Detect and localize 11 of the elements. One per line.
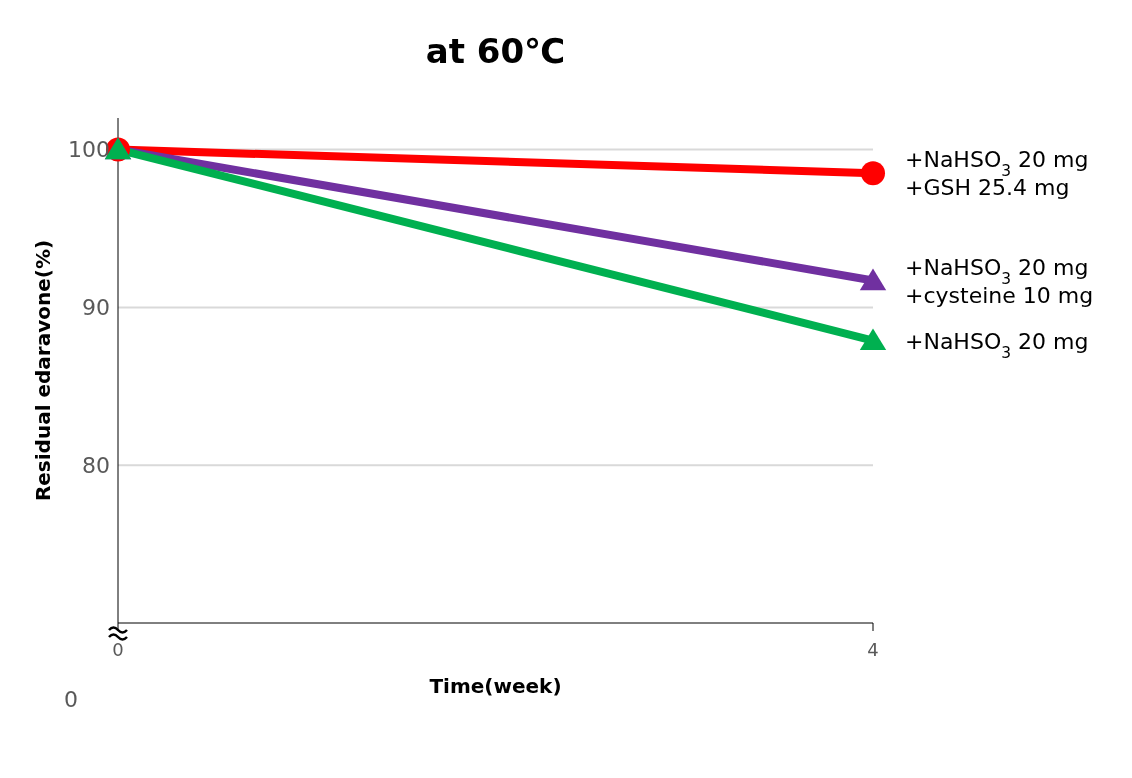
x-tick-label: 4 bbox=[867, 638, 879, 660]
point bbox=[861, 161, 885, 186]
x-axis-title: Time(week) bbox=[429, 674, 562, 698]
series-label: +NaHSO$_{3}$ 20 mg +GSH 25.4 mg bbox=[905, 147, 1089, 201]
y-tick-label: 90 bbox=[82, 295, 110, 321]
y-axis-title: Residual edaravone(%) bbox=[31, 239, 56, 502]
text: 0 bbox=[64, 687, 78, 712]
y-tick-label: 80 bbox=[82, 453, 110, 478]
series-label: +NaHSO$_{3}$ 20 mg bbox=[905, 328, 1089, 362]
chart-title: at 60℃ bbox=[425, 31, 566, 71]
series-label: +NaHSO$_{3}$ 20 mg +cysteine 10 mg bbox=[905, 254, 1094, 308]
